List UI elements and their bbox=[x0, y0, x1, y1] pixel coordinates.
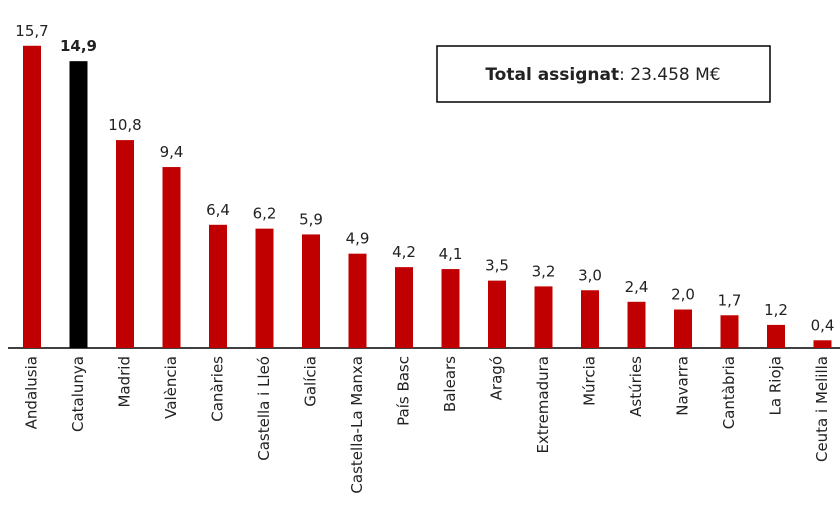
bar bbox=[348, 253, 367, 348]
annotation: Total assignat: 23.458 M€ bbox=[485, 65, 720, 85]
x-tick-label: País Basc bbox=[395, 356, 413, 426]
data-label: 3,0 bbox=[578, 266, 602, 284]
bar bbox=[302, 234, 320, 348]
x-tick-label: Balears bbox=[441, 356, 459, 412]
bar bbox=[488, 280, 506, 348]
data-label: 3,5 bbox=[485, 257, 509, 275]
data-label: 2,0 bbox=[671, 286, 695, 304]
bar bbox=[69, 61, 88, 349]
x-tick-label: Madrid bbox=[116, 356, 134, 408]
bar bbox=[395, 267, 413, 348]
data-label: 6,4 bbox=[206, 201, 230, 219]
x-tick-label: Canàries bbox=[209, 356, 227, 422]
data-label: 0,4 bbox=[811, 316, 835, 334]
bar bbox=[767, 324, 785, 348]
bar bbox=[255, 228, 274, 348]
bar bbox=[813, 340, 832, 348]
data-label: 14,9 bbox=[60, 37, 97, 55]
data-label: 2,4 bbox=[625, 278, 649, 296]
annotation-box bbox=[436, 45, 771, 103]
data-label: 4,1 bbox=[439, 245, 463, 263]
annotation-text: : 23.458 M€ bbox=[619, 65, 721, 85]
x-tick-label: Múrcia bbox=[581, 356, 599, 406]
x-tick-label: Cantàbria bbox=[720, 356, 738, 429]
bar bbox=[23, 45, 41, 349]
x-tick-label: Andalusia bbox=[23, 356, 41, 429]
x-tick-label: Castella i Lleó bbox=[255, 356, 273, 461]
data-label: 9,4 bbox=[160, 143, 184, 161]
bar bbox=[441, 269, 460, 348]
data-label: 5,9 bbox=[299, 210, 323, 228]
bar bbox=[162, 167, 181, 348]
bar bbox=[116, 140, 134, 348]
bar bbox=[674, 309, 692, 348]
data-label: 1,7 bbox=[718, 291, 742, 309]
data-label: 3,2 bbox=[532, 262, 556, 280]
bar bbox=[581, 290, 599, 348]
x-tick-label: Navarra bbox=[674, 356, 692, 416]
data-label: 4,9 bbox=[346, 230, 370, 248]
x-tick-label: Aragó bbox=[488, 356, 506, 400]
bar bbox=[209, 224, 227, 348]
bar bbox=[720, 315, 739, 348]
x-tick-label: Extremadura bbox=[534, 356, 552, 454]
bar bbox=[627, 301, 646, 348]
bar bbox=[534, 286, 553, 348]
x-tick-label: Galícia bbox=[302, 356, 320, 407]
data-label: 10,8 bbox=[108, 116, 141, 134]
annotation-label: Total assignat bbox=[485, 65, 619, 85]
data-label: 6,2 bbox=[253, 205, 277, 223]
x-tick-label: Castella-La Manxa bbox=[348, 356, 366, 494]
data-label: 4,2 bbox=[392, 243, 416, 261]
x-tick-label: València bbox=[162, 356, 180, 419]
data-label: 15,7 bbox=[15, 22, 48, 40]
x-tick-label: Astúries bbox=[627, 356, 645, 417]
data-label: 1,2 bbox=[764, 301, 788, 319]
x-tick-label: Ceuta i Melilla bbox=[813, 356, 831, 462]
x-tick-label: Catalunya bbox=[69, 356, 87, 432]
x-tick-label: La Rioja bbox=[767, 356, 785, 415]
